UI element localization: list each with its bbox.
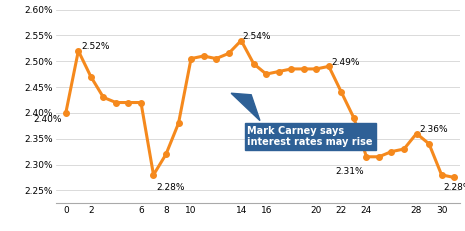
Polygon shape	[231, 93, 260, 121]
Text: 2.54%: 2.54%	[243, 32, 271, 41]
Text: 2.49%: 2.49%	[332, 58, 360, 67]
Text: 2.28%: 2.28%	[443, 183, 465, 192]
Text: 2.52%: 2.52%	[81, 42, 110, 51]
Text: 2.31%: 2.31%	[335, 167, 364, 176]
Text: 2.28%: 2.28%	[156, 183, 185, 192]
Text: Mark Carney says
interest rates may rise: Mark Carney says interest rates may rise	[247, 126, 373, 147]
Text: 2.36%: 2.36%	[419, 125, 448, 134]
Text: 2.40%: 2.40%	[33, 115, 62, 124]
